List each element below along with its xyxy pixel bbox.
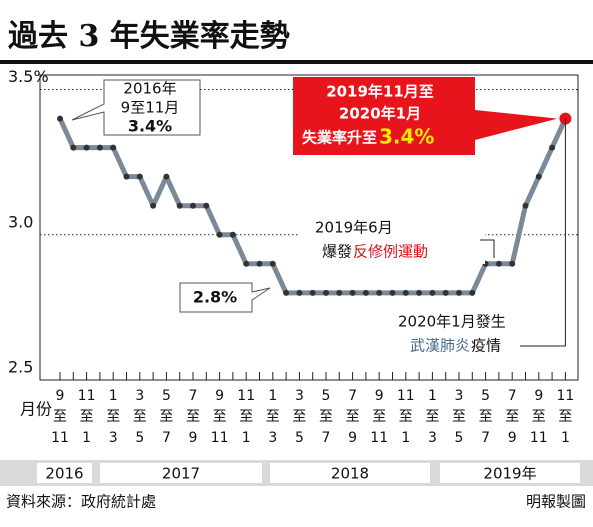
x-tick-label: 9 至 11 (530, 388, 548, 446)
year-box (440, 463, 580, 483)
data-point (362, 289, 369, 296)
title-rule (0, 60, 593, 64)
year-box (100, 463, 262, 483)
data-point (416, 289, 423, 296)
data-point (203, 202, 210, 209)
x-tick-label: 11 至 1 (556, 388, 574, 446)
label-bg (300, 216, 485, 264)
data-point (283, 289, 290, 296)
y-tick-label: 3.5% (8, 67, 49, 86)
x-tick-label: 11 至 1 (78, 388, 96, 446)
data-point (336, 289, 343, 296)
data-point (296, 289, 303, 296)
data-point (509, 260, 516, 267)
annotation: 反修例運動 (353, 243, 428, 261)
annotation: 疫情 (471, 337, 501, 355)
annotation: 3.4% (128, 117, 172, 136)
chart-title: 過去 3 年失業率走勢 (8, 19, 290, 54)
data-point (190, 202, 196, 209)
data-point (469, 289, 476, 296)
data-point (323, 289, 329, 296)
data-point (70, 144, 77, 151)
annotation: 2019年11月至 (326, 83, 434, 101)
data-point (549, 144, 556, 151)
callout-box (179, 282, 271, 313)
data-point (429, 289, 436, 296)
annotation: 3.4% (379, 125, 434, 149)
data-point (176, 202, 183, 209)
data-point (163, 173, 170, 180)
x-tick-label: 11 至 1 (237, 388, 255, 446)
callout-box (71, 79, 201, 136)
y-tick-label: 3.0 (8, 212, 33, 231)
annotation: 武漢肺炎 (410, 337, 470, 355)
label-bg (395, 310, 560, 360)
data-point (96, 144, 103, 151)
y-tick-label: 2.5 (8, 358, 33, 377)
data-point (309, 289, 316, 296)
data-point (269, 260, 276, 267)
data-point (243, 260, 250, 267)
data-point (442, 289, 449, 296)
annotation: 2019年6月 (315, 219, 393, 237)
x-axis-label: 月份 (20, 400, 52, 419)
annotation: 2.8% (193, 288, 237, 307)
annotation: 2016年 (123, 80, 176, 98)
data-point (110, 144, 117, 151)
data-point (83, 144, 90, 151)
callout-box (293, 77, 558, 155)
x-tick-label: 11 至 1 (397, 388, 415, 446)
annotation: 2020年1月發生 (398, 313, 506, 331)
source: 資料來源：政府統計處 (6, 493, 156, 511)
leader-line (480, 239, 495, 258)
annotation: 失業率升至 (302, 129, 377, 147)
annotation: 9至11月 (121, 99, 180, 117)
data-point (216, 231, 223, 238)
data-point (495, 260, 502, 267)
data-point (123, 173, 130, 180)
year-label: 2016 (45, 465, 83, 483)
data-point (349, 289, 356, 296)
data-point (402, 289, 409, 296)
annotation: 爆發 (322, 243, 352, 261)
year-box (37, 463, 92, 483)
data-point (535, 173, 542, 180)
data-point (456, 289, 462, 296)
data-point (150, 202, 157, 209)
x-tick-label: 9 至 11 (211, 388, 229, 446)
x-tick-label: 9 至 11 (51, 388, 69, 446)
data-point (57, 115, 63, 122)
data-point (256, 260, 263, 267)
x-tick-label: 9 至 11 (370, 388, 388, 446)
leader-line (520, 118, 566, 347)
year-label: 2017 (162, 465, 200, 483)
data-point (136, 173, 143, 180)
data-point (389, 289, 396, 296)
credit: 明報製圖 (526, 493, 586, 511)
data-point (376, 289, 383, 296)
year-label: 2019年 (483, 465, 536, 483)
year-label: 2018 (331, 465, 369, 483)
annotation: 2020年1月 (339, 105, 421, 123)
year-box (270, 463, 430, 483)
data-point (229, 231, 236, 238)
data-point (522, 202, 529, 209)
